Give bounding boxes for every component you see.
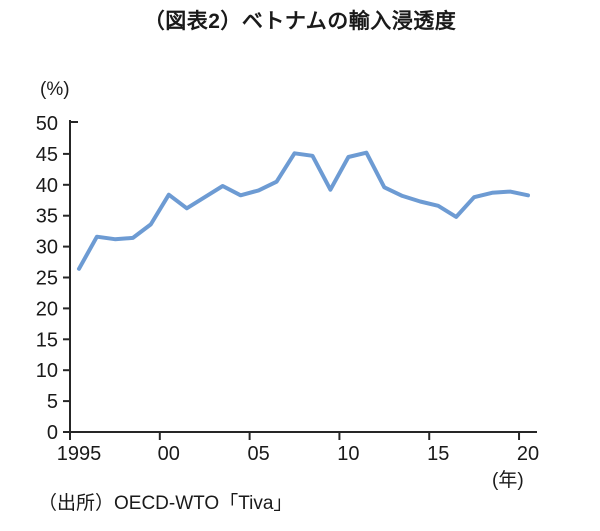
y-axis-tick-label: 35	[36, 206, 58, 228]
y-axis-tick-label: 10	[36, 360, 58, 382]
y-axis-tick-label: 20	[36, 298, 58, 320]
y-axis-unit-label: (%)	[40, 79, 70, 100]
x-axis-tick-label: 20	[517, 443, 539, 465]
y-axis-tick-label: 50	[36, 113, 58, 135]
y-axis-tick-label: 25	[36, 268, 58, 290]
x-axis-tick-label: 15	[427, 443, 449, 465]
source-note: （出所）OECD-WTO「Tiva」	[38, 493, 293, 514]
y-axis-tick-label: 40	[36, 175, 58, 197]
x-axis-tick-label: 10	[337, 443, 359, 465]
y-axis-tick-label: 0	[47, 422, 58, 444]
y-axis-tick-label: 45	[36, 144, 58, 166]
x-axis-tick-label: 1995	[57, 443, 102, 465]
y-axis-tick-label: 5	[47, 391, 58, 413]
x-axis-tick-label: 05	[247, 443, 269, 465]
chart-title: （図表2）ベトナムの輸入浸透度	[143, 10, 457, 33]
axis-lines	[69, 120, 537, 433]
x-axis-tick-label: 00	[158, 443, 180, 465]
y-axis-tick-label: 30	[36, 237, 58, 259]
data-line	[77, 150, 530, 271]
x-axis-unit-label: (年)	[492, 470, 524, 491]
y-axis-tick-label: 15	[36, 329, 58, 351]
